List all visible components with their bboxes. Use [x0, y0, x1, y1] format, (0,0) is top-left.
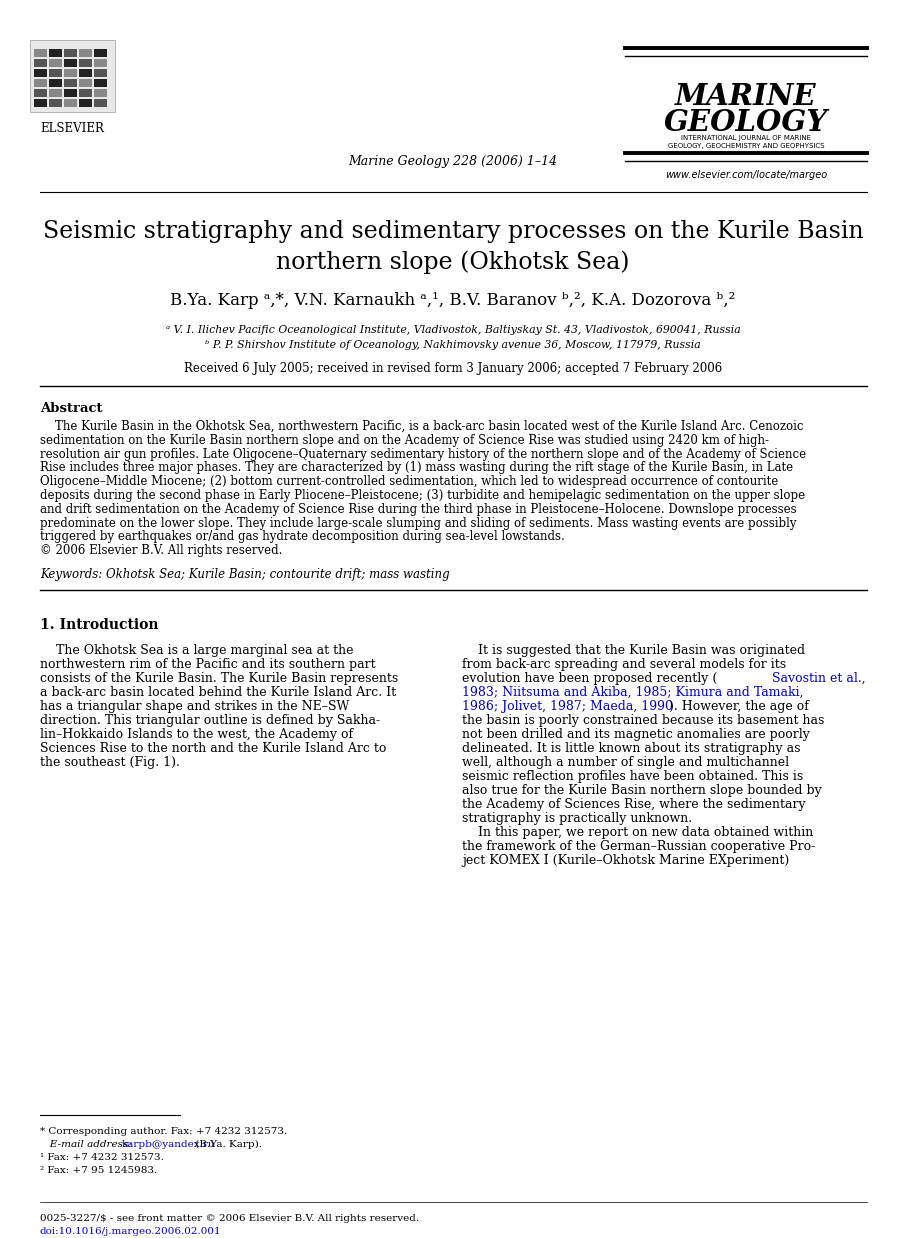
Bar [94, 89, 107, 97]
Bar [64, 59, 77, 67]
Text: a back-arc basin located behind the Kurile Island Arc. It: a back-arc basin located behind the Kuri… [40, 686, 396, 699]
Bar [79, 69, 92, 77]
Bar [49, 79, 62, 87]
Bar [34, 79, 47, 87]
Text: MARINE: MARINE [675, 82, 817, 111]
Text: Received 6 July 2005; received in revised form 3 January 2006; accepted 7 Februa: Received 6 July 2005; received in revise… [184, 361, 722, 375]
Text: 1. Introduction: 1. Introduction [40, 618, 159, 633]
Text: (B.Ya. Karp).: (B.Ya. Karp). [192, 1140, 262, 1149]
Bar [94, 59, 107, 67]
Text: B.Ya. Karp ᵃ,*, V.N. Karnaukh ᵃ,¹, B.V. Baranov ᵇ,², K.A. Dozorova ᵇ,²: B.Ya. Karp ᵃ,*, V.N. Karnaukh ᵃ,¹, B.V. … [171, 292, 736, 310]
Text: Marine Geology 228 (2006) 1–14: Marine Geology 228 (2006) 1–14 [348, 155, 558, 168]
Text: It is suggested that the Kurile Basin was originated: It is suggested that the Kurile Basin wa… [462, 644, 805, 657]
Text: Oligocene–Middle Miocene; (2) bottom current-controlled sedimentation, which led: Oligocene–Middle Miocene; (2) bottom cur… [40, 475, 778, 488]
Bar [79, 79, 92, 87]
Bar [64, 89, 77, 97]
Text: also true for the Kurile Basin northern slope bounded by: also true for the Kurile Basin northern … [462, 784, 822, 797]
Text: the basin is poorly constrained because its basement has: the basin is poorly constrained because … [462, 714, 824, 727]
Text: ). However, the age of: ). However, the age of [669, 699, 809, 713]
Text: The Okhotsk Sea is a large marginal sea at the: The Okhotsk Sea is a large marginal sea … [40, 644, 354, 657]
Text: 1983; Niitsuma and Akiba, 1985; Kimura and Tamaki,: 1983; Niitsuma and Akiba, 1985; Kimura a… [462, 686, 804, 699]
Text: has a triangular shape and strikes in the NE–SW: has a triangular shape and strikes in th… [40, 699, 349, 713]
Text: direction. This triangular outline is defined by Sakha-: direction. This triangular outline is de… [40, 714, 380, 727]
Text: predominate on the lower slope. They include large-scale slumping and sliding of: predominate on the lower slope. They inc… [40, 516, 796, 530]
Text: E-mail address:: E-mail address: [40, 1140, 135, 1149]
Text: * Corresponding author. Fax: +7 4232 312573.: * Corresponding author. Fax: +7 4232 312… [40, 1127, 288, 1136]
Text: stratigraphy is practically unknown.: stratigraphy is practically unknown. [462, 812, 692, 825]
Bar [79, 50, 92, 57]
Text: sedimentation on the Kurile Basin northern slope and on the Academy of Science R: sedimentation on the Kurile Basin northe… [40, 433, 769, 447]
Text: Seismic stratigraphy and sedimentary processes on the Kurile Basin: Seismic stratigraphy and sedimentary pro… [43, 220, 863, 243]
Text: well, although a number of single and multichannel: well, although a number of single and mu… [462, 756, 789, 769]
Bar [79, 59, 92, 67]
Text: triggered by earthquakes or/and gas hydrate decomposition during sea-level lowst: triggered by earthquakes or/and gas hydr… [40, 530, 565, 543]
Text: Abstract: Abstract [40, 402, 102, 415]
Bar [34, 59, 47, 67]
Text: ¹ Fax: +7 4232 312573.: ¹ Fax: +7 4232 312573. [40, 1153, 164, 1162]
Bar [64, 50, 77, 57]
Text: resolution air gun profiles. Late Oligocene–Quaternary sedimentary history of th: resolution air gun profiles. Late Oligoc… [40, 448, 806, 461]
Bar [94, 50, 107, 57]
Text: Savostin et al.,: Savostin et al., [772, 672, 865, 685]
Text: ² Fax: +7 95 1245983.: ² Fax: +7 95 1245983. [40, 1166, 157, 1175]
Text: not been drilled and its magnetic anomalies are poorly: not been drilled and its magnetic anomal… [462, 728, 810, 742]
Text: delineated. It is little known about its stratigraphy as: delineated. It is little known about its… [462, 742, 801, 755]
Text: GEOLOGY: GEOLOGY [664, 108, 828, 137]
Bar [94, 99, 107, 106]
Bar [49, 89, 62, 97]
Bar [49, 59, 62, 67]
Text: doi:10.1016/j.margeo.2006.02.001: doi:10.1016/j.margeo.2006.02.001 [40, 1227, 221, 1236]
Bar [79, 99, 92, 106]
Text: northern slope (Okhotsk Sea): northern slope (Okhotsk Sea) [277, 250, 629, 274]
Text: the Academy of Sciences Rise, where the sedimentary: the Academy of Sciences Rise, where the … [462, 799, 805, 811]
Text: Keywords: Okhotsk Sea; Kurile Basin; contourite drift; mass wasting: Keywords: Okhotsk Sea; Kurile Basin; con… [40, 568, 450, 581]
Text: northwestern rim of the Pacific and its southern part: northwestern rim of the Pacific and its … [40, 659, 375, 671]
Bar [34, 50, 47, 57]
Text: INTERNATIONAL JOURNAL OF MARINE: INTERNATIONAL JOURNAL OF MARINE [681, 135, 811, 141]
Text: deposits during the second phase in Early Pliocene–Pleistocene; (3) turbidite an: deposits during the second phase in Earl… [40, 489, 805, 501]
Text: consists of the Kurile Basin. The Kurile Basin represents: consists of the Kurile Basin. The Kurile… [40, 672, 398, 685]
Text: the framework of the German–Russian cooperative Pro-: the framework of the German–Russian coop… [462, 841, 815, 853]
Text: ELSEVIER: ELSEVIER [41, 123, 104, 135]
Text: evolution have been proposed recently (: evolution have been proposed recently ( [462, 672, 717, 685]
Text: In this paper, we report on new data obtained within: In this paper, we report on new data obt… [462, 826, 814, 839]
Bar [64, 69, 77, 77]
Text: and drift sedimentation on the Academy of Science Rise during the third phase in: and drift sedimentation on the Academy o… [40, 503, 796, 516]
Bar [34, 69, 47, 77]
Bar [64, 99, 77, 106]
Bar [30, 40, 115, 111]
Text: lin–Hokkaido Islands to the west, the Academy of: lin–Hokkaido Islands to the west, the Ac… [40, 728, 353, 742]
Bar [94, 69, 107, 77]
Text: Sciences Rise to the north and the Kurile Island Arc to: Sciences Rise to the north and the Kuril… [40, 742, 386, 755]
Text: the southeast (Fig. 1).: the southeast (Fig. 1). [40, 756, 180, 769]
Bar [49, 99, 62, 106]
Text: ᵃ V. I. Ilichev Pacific Oceanological Institute, Vladivostok, Baltiyskay St. 43,: ᵃ V. I. Ilichev Pacific Oceanological In… [166, 326, 740, 335]
Bar [49, 69, 62, 77]
Bar [79, 89, 92, 97]
Text: karpb@yandex.ru: karpb@yandex.ru [122, 1140, 216, 1149]
Bar [94, 79, 107, 87]
Bar [34, 89, 47, 97]
Text: ject KOMEX I (Kurile–Okhotsk Marine EXperiment): ject KOMEX I (Kurile–Okhotsk Marine EXpe… [462, 854, 789, 867]
Text: 0025-3227/$ - see front matter © 2006 Elsevier B.V. All rights reserved.: 0025-3227/$ - see front matter © 2006 El… [40, 1214, 419, 1223]
Bar [34, 99, 47, 106]
Text: © 2006 Elsevier B.V. All rights reserved.: © 2006 Elsevier B.V. All rights reserved… [40, 545, 282, 557]
Text: The Kurile Basin in the Okhotsk Sea, northwestern Pacific, is a back-arc basin l: The Kurile Basin in the Okhotsk Sea, nor… [40, 420, 804, 433]
Text: GEOLOGY, GEOCHEMISTRY AND GEOPHYSICS: GEOLOGY, GEOCHEMISTRY AND GEOPHYSICS [668, 144, 824, 149]
Bar [49, 50, 62, 57]
Text: from back-arc spreading and several models for its: from back-arc spreading and several mode… [462, 659, 786, 671]
Text: seismic reflection profiles have been obtained. This is: seismic reflection profiles have been ob… [462, 770, 804, 782]
Bar [64, 79, 77, 87]
Text: 1986; Jolivet, 1987; Maeda, 1990: 1986; Jolivet, 1987; Maeda, 1990 [462, 699, 673, 713]
Text: www.elsevier.com/locate/margeo: www.elsevier.com/locate/margeo [665, 170, 827, 180]
Text: Rise includes three major phases. They are characterized by (1) mass wasting dur: Rise includes three major phases. They a… [40, 462, 793, 474]
Text: ᵇ P. P. Shirshov Institute of Oceanology, Nakhimovsky avenue 36, Moscow, 117979,: ᵇ P. P. Shirshov Institute of Oceanology… [205, 340, 701, 350]
